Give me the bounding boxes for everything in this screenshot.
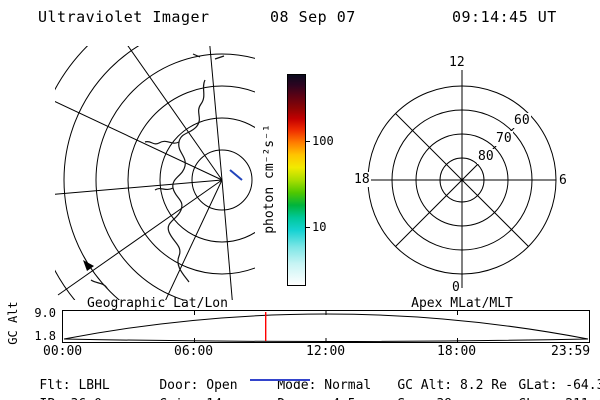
status-ip: IP: 36.0 (8, 382, 102, 400)
status-ip-label: IP: (39, 397, 62, 400)
status-dsp-label: Dsp: (277, 397, 308, 400)
mlt-panel-caption: Apex MLat/MLT (411, 296, 513, 311)
header-time: 09:14:45 UT (452, 8, 557, 26)
mlat-label-60: 60 (513, 113, 531, 128)
geo-panel-caption: Geographic Lat/Lon (87, 296, 228, 311)
altitude-ytick-bottom: 1.8 (34, 329, 56, 343)
altitude-curve-plot (63, 311, 589, 342)
time-axis-ticks (194, 311, 458, 342)
mlt-spokes (368, 56, 556, 288)
status-glon-value: 211.4 (565, 397, 600, 400)
colorbar-tick-label-10: 10 (312, 220, 327, 234)
mlt-polar-panel (367, 56, 557, 288)
island-shape (83, 260, 94, 271)
status-gcalt-label: GC Alt: (397, 378, 453, 393)
xtick-1800: 18:00 (437, 344, 477, 359)
xtick-0600: 06:00 (174, 344, 214, 359)
xtick-1200: 12:00 (306, 344, 346, 359)
status-flt-label: Flt: (39, 378, 71, 393)
colorbar-tick-mark-lower (306, 227, 310, 228)
mlt-label-0: 0 (451, 280, 461, 295)
altitude-curve-upper (63, 313, 589, 340)
mlt-label-12: 12 (448, 55, 466, 70)
colorbar-gradient (287, 74, 306, 286)
status-gain-value: 14 (206, 397, 222, 400)
status-ip-value: 36.0 (71, 397, 102, 400)
spacecraft-track (229, 169, 243, 181)
geo-map-panel (55, 46, 255, 300)
altitude-strip-chart (62, 310, 590, 343)
status-mode-value: Normal (324, 378, 372, 393)
status-flt: Flt: LBHL (8, 363, 110, 400)
status-dsp: Dsp: -4.5 (246, 382, 355, 400)
altitude-ytick-top: 9.0 (34, 306, 56, 320)
status-dsp-value: -4.5 (324, 397, 355, 400)
status-gain-label: Gain: (159, 397, 198, 400)
colorbar-tick-mark-upper (306, 141, 310, 142)
mlat-label-80: 80 (477, 149, 495, 164)
status-glon: GLon: 211.4 (487, 382, 600, 400)
mode-underline (250, 379, 310, 381)
status-gain: Gain: 14 (128, 382, 222, 400)
status-gcalt-value: 8.2 Re (459, 378, 507, 393)
status-seq: Seq: 39 (366, 382, 452, 400)
mlat-label-70: 70 (495, 131, 513, 146)
status-glon-label: GLon: (518, 397, 557, 400)
status-mode-label: Mode: (277, 378, 317, 393)
app-title: Ultraviolet Imager (38, 8, 210, 26)
status-door: Door: Open (128, 363, 238, 400)
status-glat: GLat: -64.3 (487, 363, 600, 400)
status-door-value: Open (206, 378, 238, 393)
status-gcalt: GC Alt: 8.2 Re (366, 363, 507, 400)
status-door-label: Door: (159, 378, 199, 393)
mlt-label-6: 6 (558, 173, 568, 188)
colorbar-units-label: photon cm⁻²s⁻¹ (262, 124, 277, 234)
status-seq-value: 39 (436, 397, 452, 400)
colorbar-tick-label-100: 100 (312, 134, 334, 148)
header-date: 08 Sep 07 (270, 8, 356, 26)
xtick-0000: 00:00 (43, 344, 83, 359)
altitude-axis-label: GC Alt (6, 301, 20, 345)
status-mode: Mode: Normal (246, 363, 371, 400)
coastline (90, 53, 225, 289)
mlt-label-18: 18 (353, 172, 371, 187)
geo-latlon-grid (55, 46, 255, 300)
status-glat-value: -64.3 (565, 378, 600, 393)
status-seq-label: Seq: (397, 397, 428, 400)
status-glat-label: GLat: (518, 378, 558, 393)
xtick-2359: 23:59 (551, 344, 591, 359)
status-flt-value: LBHL (78, 378, 110, 393)
